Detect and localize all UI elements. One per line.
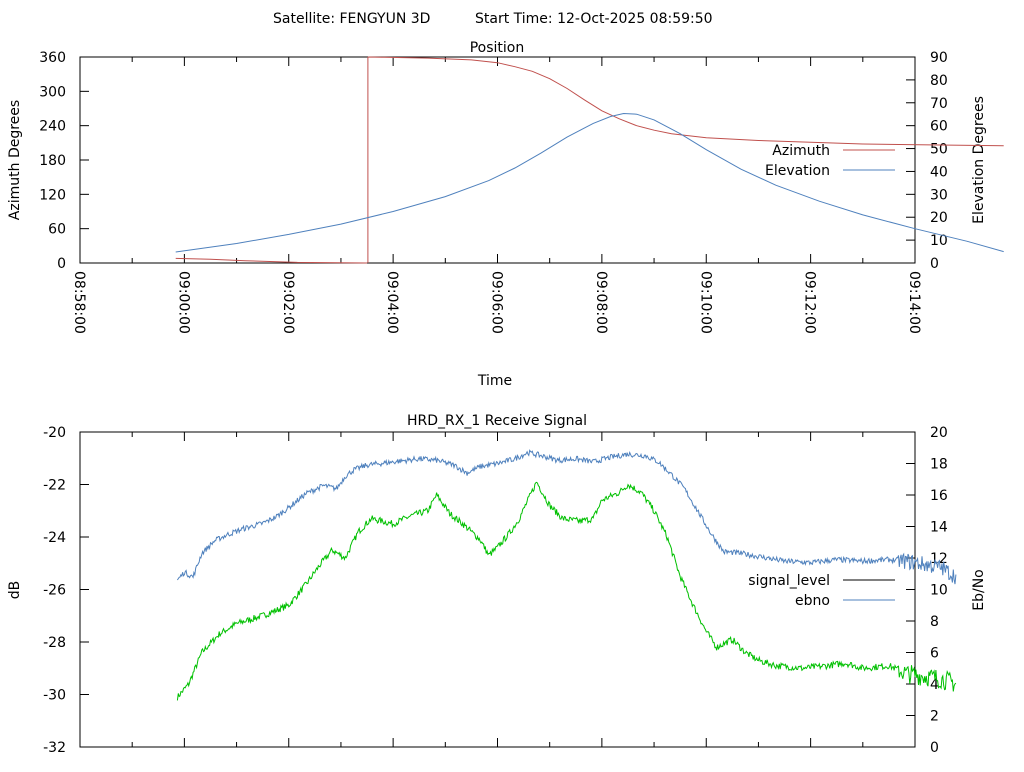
position-y2label: Elevation Degrees: [971, 96, 987, 224]
y2-tick-label: 8: [930, 614, 939, 630]
y-tick-label: 0: [57, 256, 66, 272]
y2-tick-label: 20: [930, 425, 948, 441]
y2-tick-label: 30: [930, 187, 948, 203]
y2-tick-label: 14: [930, 520, 948, 536]
series-line-azimuth: [175, 56, 1004, 264]
y2-tick-label: 50: [930, 142, 948, 158]
legend-label: ebno: [795, 593, 830, 609]
plot-frame: [79, 431, 916, 748]
y-tick-label: -24: [43, 530, 66, 546]
y-tick-label: 300: [39, 84, 66, 100]
y2-tick-label: 16: [930, 488, 948, 504]
y2-tick-label: 4: [930, 677, 939, 693]
x-tick-label: 09:04:00: [384, 271, 400, 334]
series-line-elevation: [175, 112, 1004, 253]
y-tick-label: -32: [43, 740, 66, 756]
y2-tick-label: 10: [930, 233, 948, 249]
y2-tick-label: 0: [930, 256, 939, 272]
y-tick-label: -30: [43, 688, 66, 704]
x-tick-label: 09:12:00: [802, 271, 818, 334]
signal-ylabel: dB: [7, 581, 23, 600]
x-tick-label: 09:00:00: [175, 271, 191, 334]
signal-plot: -32 -30 -28 -26 -24 -22 -20 0 2 4 6 8 10 12 14 16 18 20 si…: [43, 425, 957, 756]
position-title: Position: [470, 40, 525, 56]
y-tick-label: -22: [43, 478, 66, 494]
y-tick-label: 120: [39, 187, 66, 203]
y-tick-label: 60: [48, 222, 66, 238]
y2-tick-label: 10: [930, 583, 948, 599]
position-xlabel: Time: [477, 373, 512, 389]
x-tick-label: 08:58:00: [71, 271, 87, 334]
y2-tick-label: 2: [930, 709, 939, 725]
position-ylabel: Azimuth Degrees: [7, 100, 23, 220]
legend-label: Elevation: [765, 163, 830, 179]
x-tick-label: 09:08:00: [593, 271, 609, 334]
series-line-ebno: [176, 449, 957, 585]
x-tick-label: 09:06:00: [489, 271, 505, 334]
y2-tick-label: 18: [930, 457, 948, 473]
x-tick-label: 09:02:00: [280, 271, 296, 334]
y2-tick-label: 6: [930, 646, 939, 662]
y-tick-label: -20: [43, 425, 66, 441]
x-tick-label: 09:10:00: [697, 271, 713, 334]
legend-label: Azimuth: [772, 143, 830, 159]
signal-y2label: Eb/No: [971, 569, 987, 611]
series-line-signal-level: [176, 481, 957, 701]
plot-frame: [79, 56, 916, 264]
header-start-time: Start Time: 12-Oct-2025 08:59:50: [475, 11, 713, 27]
y2-tick-label: 90: [930, 50, 948, 66]
y-tick-label: 240: [39, 119, 66, 135]
y-tick-label: -28: [43, 635, 66, 651]
header-satellite: Satellite: FENGYUN 3D: [273, 11, 430, 27]
y2-tick-label: 12: [930, 551, 948, 567]
y2-tick-label: 0: [930, 740, 939, 756]
y-tick-label: 180: [39, 153, 66, 169]
y2-tick-label: 70: [930, 96, 948, 112]
y-tick-label: 360: [39, 50, 66, 66]
signal-title: HRD_RX_1 Receive Signal: [407, 413, 587, 429]
position-plot: 08:58:00 09:00:00 09:02:00 09:04:00 09:06:00…: [39, 50, 1004, 334]
y2-tick-label: 80: [930, 73, 948, 89]
y2-tick-label: 60: [930, 119, 948, 135]
x-tick-label: 09:14:00: [906, 271, 922, 334]
legend-label: signal_level: [748, 573, 830, 589]
y-tick-label: -26: [43, 583, 66, 599]
y2-tick-label: 20: [930, 210, 948, 226]
y2-tick-label: 40: [930, 164, 948, 180]
